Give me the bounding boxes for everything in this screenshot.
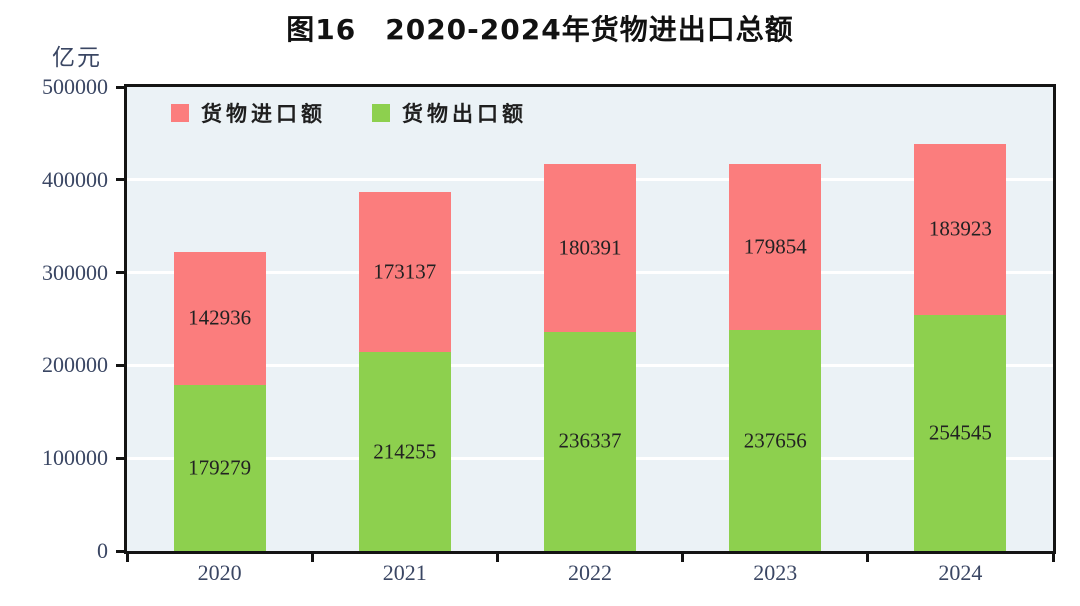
bar-segment-exports-2020: 179279 bbox=[173, 384, 266, 551]
bar-segment-exports-2022: 236337 bbox=[544, 331, 636, 551]
bar-value-label-imports-2021: 173137 bbox=[373, 259, 437, 284]
x-tick-label-2020: 2020 bbox=[197, 560, 242, 585]
y-tick-mark-400000 bbox=[116, 178, 124, 182]
y-tick-label-100000: 100000 bbox=[42, 445, 108, 471]
y-tick-label-500000: 500000 bbox=[42, 74, 108, 99]
plot-area: 货物进口额 货物出口额 179279 142936 214255 173137 2363… bbox=[124, 84, 1056, 554]
bar-segment-imports-2022: 180391 bbox=[544, 164, 636, 332]
legend-label-exports: 货物出口额 bbox=[402, 102, 527, 126]
bar-segment-exports-2023: 237656 bbox=[729, 330, 822, 551]
bar-value-label-exports-2023: 237656 bbox=[743, 428, 807, 453]
y-tick-mark-0 bbox=[116, 549, 124, 553]
y-tick-mark-200000 bbox=[116, 363, 124, 367]
y-tick-label-200000: 200000 bbox=[42, 352, 108, 378]
bar-segment-imports-2024: 183923 bbox=[914, 144, 1007, 315]
legend-item-imports: 货物进口额 bbox=[171, 98, 326, 128]
chart-title: 图16 2020-2024年货物进出口总额 bbox=[286, 13, 794, 46]
legend: 货物进口额 货物出口额 bbox=[171, 98, 527, 128]
y-tick-mark-100000 bbox=[116, 456, 124, 460]
bar-value-label-exports-2021: 214255 bbox=[373, 439, 437, 464]
bar-segment-imports-2023: 179854 bbox=[729, 163, 822, 331]
x-tick-mark-2 bbox=[495, 554, 499, 562]
x-tick-mark-3 bbox=[681, 554, 685, 562]
x-tick-mark-0 bbox=[125, 554, 129, 562]
y-tick-mark-500000 bbox=[116, 85, 124, 89]
exports-swatch-icon bbox=[372, 104, 390, 122]
bar-value-label-imports-2024: 183923 bbox=[928, 216, 992, 241]
y-tick-label-0: 0 bbox=[97, 538, 108, 563]
x-tick-label-2023: 2023 bbox=[753, 560, 798, 585]
bar-segment-imports-2021: 173137 bbox=[358, 191, 451, 353]
x-tick-label-2022: 2022 bbox=[568, 560, 612, 585]
x-tick-mark-1 bbox=[310, 554, 314, 562]
bar-segment-imports-2020: 142936 bbox=[173, 252, 266, 385]
bar-value-label-exports-2022: 236337 bbox=[558, 428, 622, 453]
bar-segment-exports-2024: 254545 bbox=[914, 314, 1007, 551]
bar-value-label-exports-2024: 254545 bbox=[928, 420, 992, 445]
bar-value-label-imports-2023: 179854 bbox=[743, 234, 807, 259]
y-tick-label-400000: 400000 bbox=[42, 166, 108, 192]
x-tick-mark-5 bbox=[1051, 554, 1055, 562]
bar-value-label-imports-2022: 180391 bbox=[558, 235, 622, 260]
bar-segment-exports-2021: 214255 bbox=[358, 352, 451, 551]
y-axis-unit-label: 亿元 bbox=[52, 45, 102, 70]
legend-label-imports: 货物进口额 bbox=[201, 102, 326, 126]
y-tick-mark-300000 bbox=[116, 271, 124, 275]
x-tick-mark-4 bbox=[866, 554, 870, 562]
imports-swatch-icon bbox=[171, 104, 189, 122]
y-tick-label-300000: 300000 bbox=[42, 259, 108, 285]
x-tick-label-2021: 2021 bbox=[382, 560, 427, 585]
bar-value-label-exports-2020: 179279 bbox=[188, 455, 252, 480]
x-tick-label-2024: 2024 bbox=[938, 560, 983, 585]
bar-value-label-imports-2020: 142936 bbox=[188, 305, 252, 330]
legend-item-exports: 货物出口额 bbox=[372, 98, 527, 128]
